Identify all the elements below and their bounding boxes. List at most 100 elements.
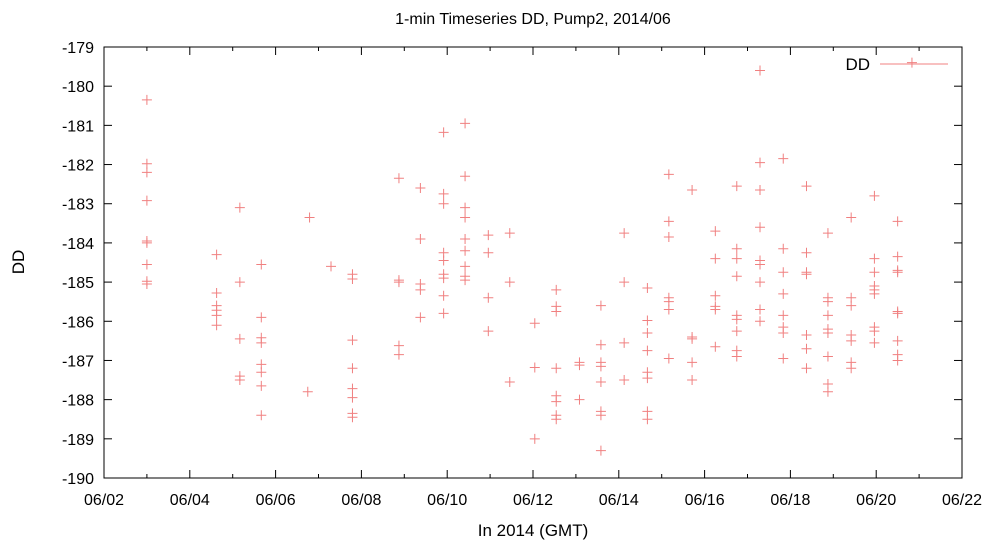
data-point (869, 337, 880, 348)
y-tick-label: -184 (62, 236, 94, 253)
data-point (710, 304, 721, 315)
data-point (460, 212, 471, 223)
data-point (778, 153, 789, 164)
data-point (710, 290, 721, 301)
data-point (460, 233, 471, 244)
chart-title: 1-min Timeseries DD, Pump2, 2014/06 (395, 11, 671, 28)
data-point (846, 212, 857, 223)
x-axis: 06/02 06/04 06/06 06/08 06/10 06/12 06/14 06/16… (84, 47, 982, 509)
y-axis: -190 -189 -188 -187 -186 -185 -184 -183 -182 -181… (62, 40, 962, 488)
data-point (892, 308, 903, 319)
data-point (302, 386, 313, 397)
x-tick-label: 06/08 (341, 492, 381, 509)
data-point (619, 337, 630, 348)
data-point (393, 349, 404, 360)
y-tick-label: -185 (62, 275, 94, 292)
data-point (846, 300, 857, 311)
data-point (460, 245, 471, 256)
data-point (551, 414, 562, 425)
data-point (460, 261, 471, 272)
data-point (256, 380, 267, 391)
data-point (504, 228, 515, 239)
data-point (755, 222, 766, 233)
data-point (642, 315, 653, 326)
data-point (778, 267, 789, 278)
data-point (460, 275, 471, 286)
data-point (234, 333, 245, 344)
data-point (574, 394, 585, 405)
data-point (483, 247, 494, 258)
data-point (778, 310, 789, 321)
data-point (256, 259, 267, 270)
data-point (801, 269, 812, 280)
data-point (731, 326, 742, 337)
data-point (846, 363, 857, 374)
data-point (256, 367, 267, 378)
data-point (141, 259, 152, 270)
data-point (347, 335, 358, 346)
data-point (415, 183, 426, 194)
data-point (438, 308, 449, 319)
data-point (731, 243, 742, 254)
data-point (438, 290, 449, 301)
data-point (460, 171, 471, 182)
y-tick-label: -186 (62, 314, 94, 331)
data-point (551, 363, 562, 374)
data-point (801, 343, 812, 354)
y-tick-label: -190 (62, 471, 94, 488)
data-point (141, 237, 152, 248)
data-point (822, 296, 833, 307)
data-point (483, 230, 494, 241)
data-point (347, 412, 358, 423)
data-point (595, 339, 606, 350)
y-axis-label: DD (9, 250, 28, 275)
data-point (574, 360, 585, 371)
data-point (595, 377, 606, 388)
data-point (347, 383, 358, 394)
data-point (822, 351, 833, 362)
data-point (892, 251, 903, 262)
data-point (642, 414, 653, 425)
data-point (460, 202, 471, 213)
data-point (619, 375, 630, 386)
data-point (710, 253, 721, 264)
data-point (529, 433, 540, 444)
x-tick-label: 06/14 (599, 492, 639, 509)
y-tick-label: -188 (62, 393, 94, 410)
data-point (529, 362, 540, 373)
data-point (438, 127, 449, 138)
data-point (460, 118, 471, 129)
data-point (663, 353, 674, 364)
data-point (869, 267, 880, 278)
data-point (801, 247, 812, 258)
x-tick-label: 06/16 (685, 492, 725, 509)
data-point (755, 316, 766, 327)
data-point (438, 255, 449, 266)
data-point (595, 445, 606, 456)
data-point (595, 410, 606, 421)
data-point (778, 288, 789, 299)
y-tick-label: -182 (62, 158, 94, 175)
data-point (234, 202, 245, 213)
data-point (551, 306, 562, 317)
x-tick-label: 06/12 (513, 492, 553, 509)
data-point (822, 228, 833, 239)
data-point (595, 361, 606, 372)
data-point (438, 273, 449, 284)
data-point (892, 335, 903, 346)
y-tick-label: -179 (62, 40, 94, 57)
x-tick-label: 06/02 (84, 492, 124, 509)
x-tick-label: 06/04 (170, 492, 210, 509)
data-point (687, 357, 698, 368)
legend-label: DD (845, 55, 870, 74)
data-point (755, 259, 766, 270)
y-tick-label: -181 (62, 118, 94, 135)
data-point (755, 157, 766, 168)
data-point (801, 181, 812, 192)
data-point (234, 375, 245, 386)
data-point (642, 345, 653, 356)
data-point (642, 282, 653, 293)
data-point (304, 212, 315, 223)
data-point (211, 310, 222, 321)
data-point (846, 335, 857, 346)
